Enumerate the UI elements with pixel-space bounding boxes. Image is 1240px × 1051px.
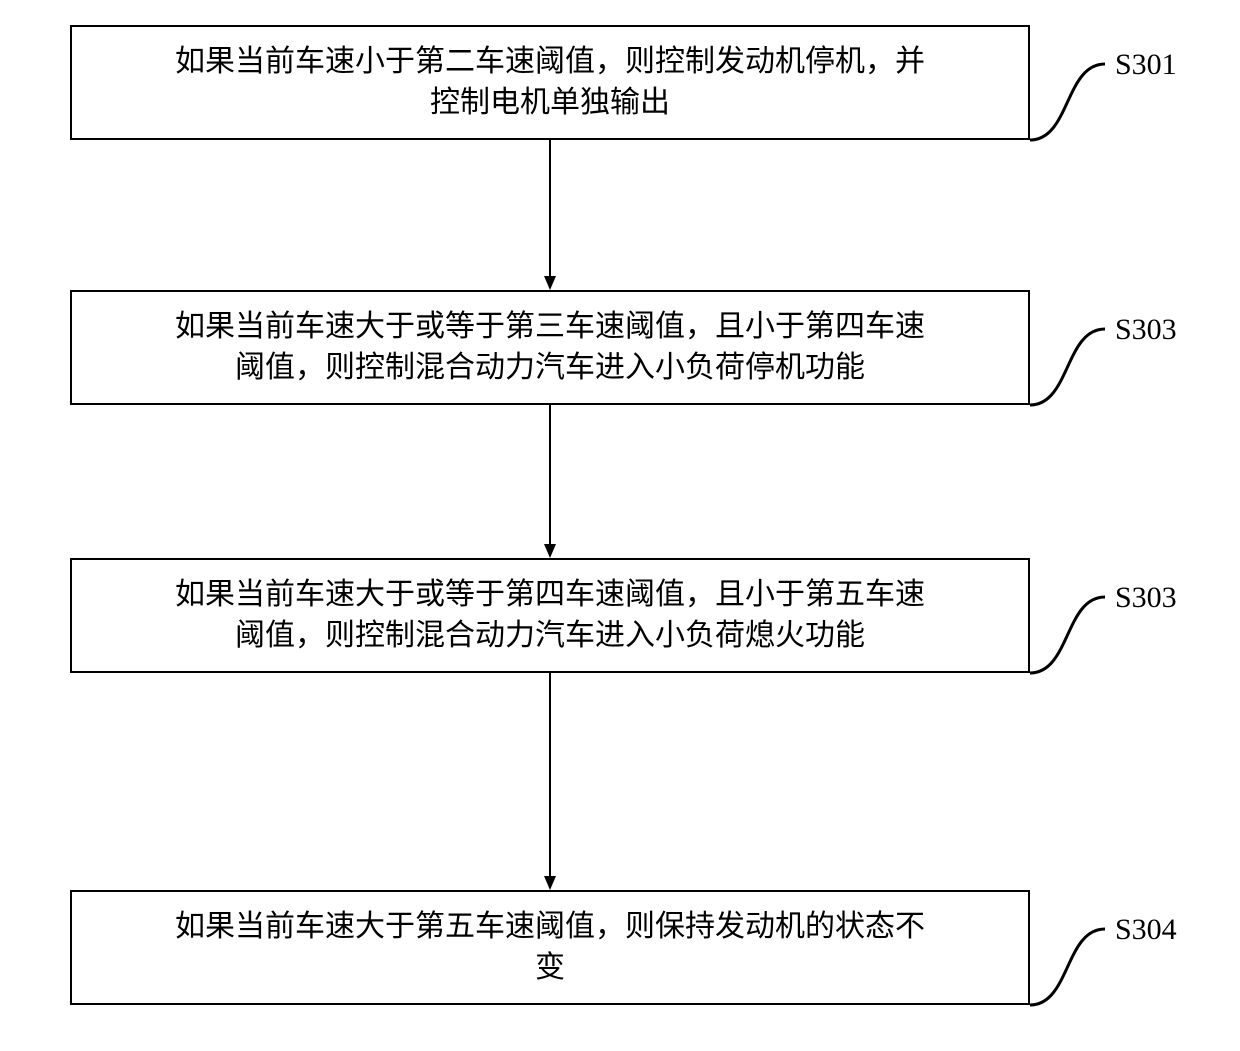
flow-node-text: 如果当前车速大于或等于第三车速阈值，且小于第四车速 阈值，则控制混合动力汽车进入… [175, 307, 925, 388]
brace-s302 [1030, 329, 1105, 405]
flow-node-text: 如果当前车速大于第五车速阈值，则保持发动机的状态不 变 [175, 907, 925, 988]
flow-node-s302: 如果当前车速大于或等于第三车速阈值，且小于第四车速 阈值，则控制混合动力汽车进入… [70, 290, 1030, 405]
step-label-s301: S301 [1115, 48, 1177, 82]
brace-s303 [1030, 597, 1105, 673]
brace-s301 [1030, 64, 1105, 140]
flow-node-text: 如果当前车速大于或等于第四车速阈值，且小于第五车速 阈值，则控制混合动力汽车进入… [175, 575, 925, 656]
flow-node-s304: 如果当前车速大于第五车速阈值，则保持发动机的状态不 变 [70, 890, 1030, 1005]
flow-node-s303: 如果当前车速大于或等于第四车速阈值，且小于第五车速 阈值，则控制混合动力汽车进入… [70, 558, 1030, 673]
step-label-s303: S303 [1115, 581, 1177, 615]
step-label-s304: S304 [1115, 913, 1177, 947]
brace-s304 [1030, 929, 1105, 1005]
step-label-s302: S303 [1115, 313, 1177, 347]
flowchart-canvas: 如果当前车速小于第二车速阈值，则控制发动机停机，并 控制电机单独输出 S301 … [0, 0, 1240, 1051]
flow-node-s301: 如果当前车速小于第二车速阈值，则控制发动机停机，并 控制电机单独输出 [70, 25, 1030, 140]
flow-node-text: 如果当前车速小于第二车速阈值，则控制发动机停机，并 控制电机单独输出 [175, 42, 925, 123]
